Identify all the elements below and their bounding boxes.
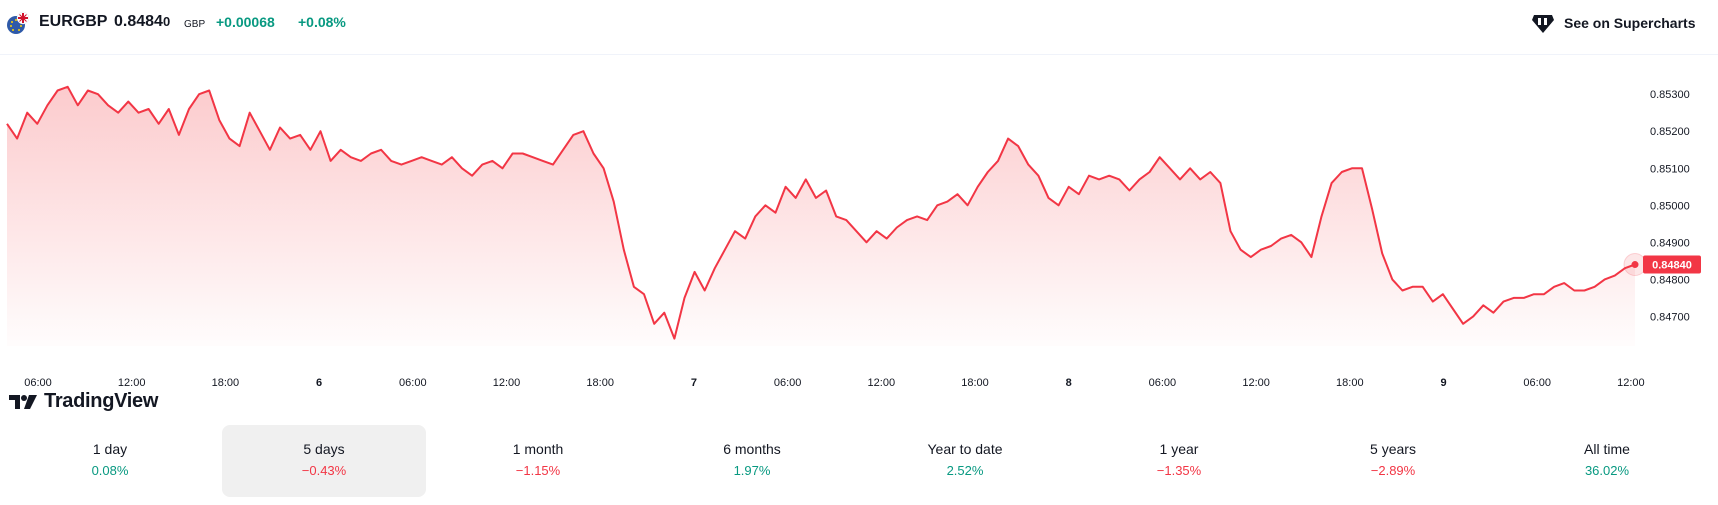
period-all-time[interactable]: All time 36.02% (1505, 425, 1709, 497)
period-5-years[interactable]: 5 years −2.89% (1291, 425, 1495, 497)
x-axis-tick-label: 9 (1440, 377, 1446, 389)
period-label: 5 days (303, 441, 345, 457)
x-axis-tick-label: 12:00 (1617, 377, 1645, 389)
price-change-percent: +0.08% (298, 14, 346, 30)
last-price: 0.84840 (114, 13, 170, 31)
period-label: All time (1584, 441, 1630, 457)
tradingview-logo-icon (9, 394, 37, 409)
price-change: +0.00068 (216, 14, 275, 30)
last-price-small-digit: 0 (162, 14, 171, 29)
x-axis-tick-label: 18:00 (961, 377, 989, 389)
x-axis-tick-label: 12:00 (493, 377, 521, 389)
period-change: −0.43% (301, 463, 347, 478)
tradingview-logo-text: TradingView (44, 390, 159, 412)
x-axis-tick-label: 8 (1066, 377, 1072, 389)
x-axis-tick-label: 06:00 (1523, 377, 1551, 389)
tradingview-logo[interactable]: TradingView (8, 390, 158, 413)
symbol-header: EURGBP 0.84840 GBP +0.00068 +0.08% See o… (0, 0, 1718, 55)
period-5-days[interactable]: 5 days −0.43% (222, 425, 426, 497)
x-axis-tick-label: 18:00 (586, 377, 614, 389)
period-label: 1 day (92, 441, 128, 457)
y-axis-tick-label: 0.85100 (1650, 163, 1690, 175)
x-axis-tick-label: 12:00 (868, 377, 896, 389)
price-line (6, 85, 1636, 340)
price-chart[interactable]: 0.85300 0.85200 0.85100 0.85000 0.84900 0.848… (0, 54, 1718, 412)
period-6-months[interactable]: 6 months 1.97% (650, 425, 854, 497)
y-axis-tick-label: 0.84900 (1650, 237, 1690, 249)
period-change: 1.97% (733, 463, 771, 478)
y-axis-tick-label: 0.85200 (1650, 126, 1690, 138)
eu-gb-flag-icon (7, 11, 30, 34)
period-change: 2.52% (946, 463, 984, 478)
last-price-dot (1631, 261, 1639, 269)
last-price-main: 0.8484 (114, 13, 163, 30)
period-label: 6 months (723, 441, 781, 457)
period-change: −1.15% (515, 463, 561, 478)
x-axis-tick-label: 06:00 (399, 377, 427, 389)
period-change: −1.35% (1156, 463, 1202, 478)
period-1-year[interactable]: 1 year −1.35% (1077, 425, 1281, 497)
period-year-to-date[interactable]: Year to date 2.52% (863, 425, 1067, 497)
x-axis-tick-label: 18:00 (1336, 377, 1364, 389)
period-change: 0.08% (91, 463, 129, 478)
last-price-badge-label: 0.84840 (1652, 260, 1692, 272)
x-axis-tick-label: 06:00 (24, 377, 52, 389)
y-axis-tick-label: 0.84700 (1650, 311, 1690, 323)
period-change: 36.02% (1584, 463, 1630, 478)
y-axis-tick-label: 0.84800 (1650, 274, 1690, 286)
x-axis-tick-label: 7 (691, 377, 697, 389)
period-label: 1 year (1159, 441, 1199, 457)
currency-label: GBP (184, 19, 206, 30)
see-on-supercharts-link[interactable]: See on Supercharts (1530, 10, 1696, 36)
period-1-day[interactable]: 1 day 0.08% (8, 425, 212, 497)
last-price-badge (1643, 255, 1701, 274)
tradingview-supercharts-icon (1532, 15, 1554, 33)
period-label: 1 month (512, 441, 564, 457)
y-axis-tick-label: 0.85000 (1650, 200, 1690, 212)
x-axis-tick-label: 18:00 (212, 377, 240, 389)
price-area-fill (7, 86, 1635, 347)
y-axis-tick-label: 0.85300 (1650, 89, 1690, 101)
period-selector: 1 day 0.08% 5 days −0.43% 1 month −1.15%… (0, 425, 1718, 497)
period-label: Year to date (927, 441, 1003, 457)
period-label: 5 years (1370, 441, 1416, 457)
symbol-name: EURGBP (39, 13, 108, 30)
period-1-month[interactable]: 1 month −1.15% (436, 425, 640, 497)
x-axis-tick-label: 6 (316, 377, 322, 389)
x-axis-tick-label: 12:00 (1242, 377, 1270, 389)
see-on-supercharts-label: See on Supercharts (1564, 15, 1696, 31)
x-axis-tick-label: 12:00 (118, 377, 146, 389)
x-axis-tick-label: 06:00 (1149, 377, 1177, 389)
price-chart-svg[interactable]: 0.85300 0.85200 0.85100 0.85000 0.84900 0.848… (0, 54, 1718, 399)
x-axis-tick-label: 06:00 (774, 377, 802, 389)
period-change: −2.89% (1370, 463, 1416, 478)
